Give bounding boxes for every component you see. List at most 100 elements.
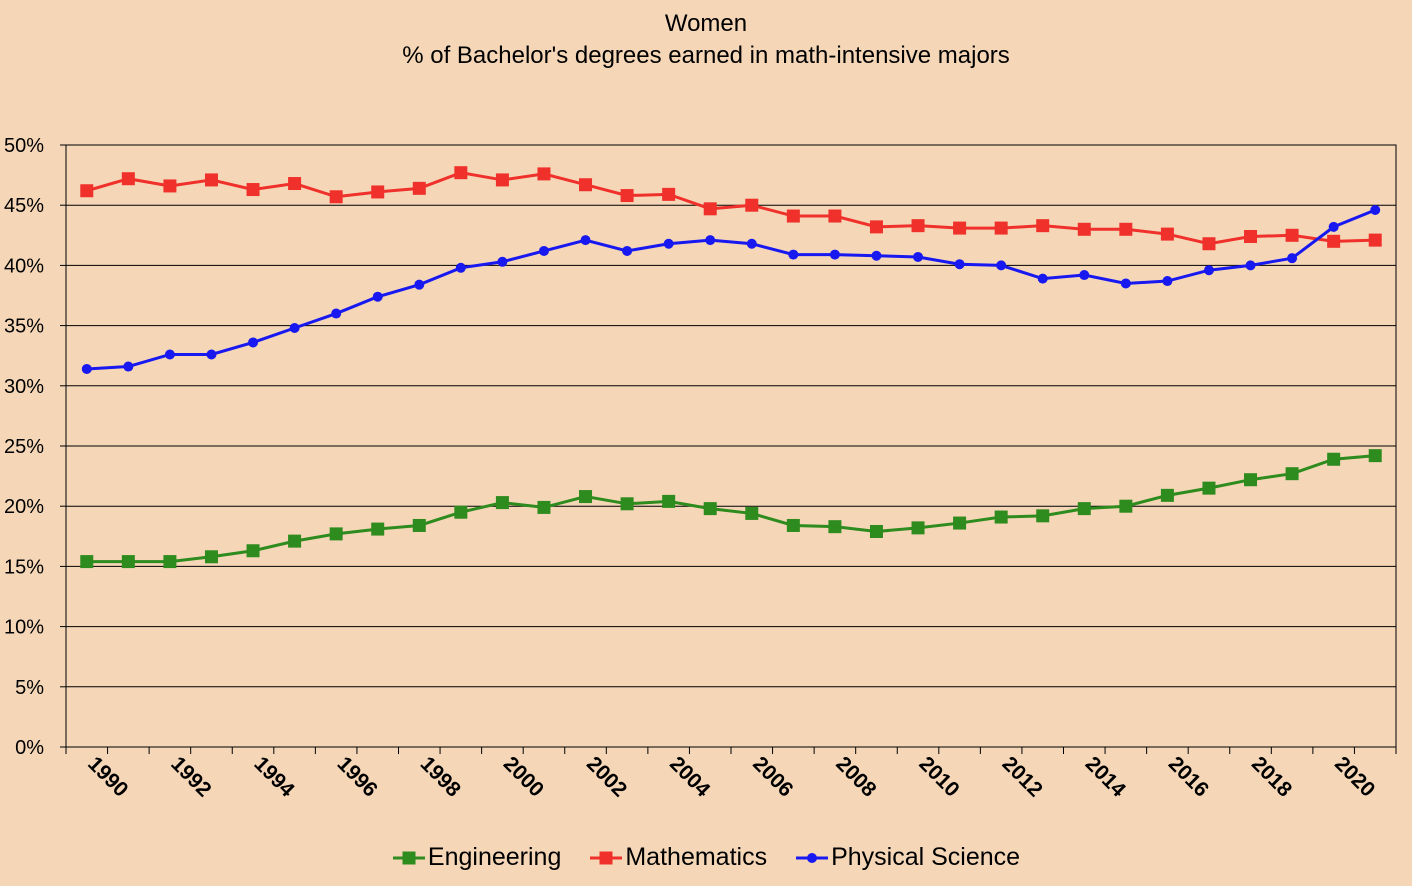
data-point-mathematics — [329, 190, 343, 204]
chart-title: Women — [664, 10, 748, 37]
legend-label: Mathematics — [625, 843, 768, 871]
data-point-physical-science — [248, 337, 259, 348]
data-point-engineering — [869, 524, 883, 538]
data-point-physical-science — [788, 249, 799, 260]
data-point-physical-science — [123, 361, 134, 372]
data-point-engineering — [662, 494, 676, 508]
data-point-mathematics — [1036, 219, 1050, 233]
x-tick-label: 2014 — [1081, 752, 1131, 802]
data-point-engineering — [1285, 467, 1299, 481]
data-point-mathematics — [1368, 233, 1382, 247]
data-point-mathematics — [994, 221, 1008, 235]
x-tick-label: 1998 — [416, 752, 466, 802]
data-point-physical-science — [1203, 265, 1214, 276]
data-point-mathematics — [288, 177, 302, 191]
data-point-engineering — [703, 502, 717, 516]
data-point-mathematics — [579, 178, 593, 192]
data-point-engineering — [1327, 452, 1341, 466]
data-point-engineering — [1202, 481, 1216, 495]
y-tick-label: 20% — [4, 496, 44, 518]
data-point-mathematics — [1119, 222, 1133, 236]
data-point-engineering — [579, 490, 593, 504]
data-point-engineering — [495, 496, 509, 510]
data-point-mathematics — [869, 220, 883, 234]
data-point-physical-science — [206, 349, 217, 360]
x-tick-label: 1992 — [166, 752, 215, 801]
legend-item-engineering: Engineering — [392, 843, 561, 872]
y-tick-label: 35% — [4, 316, 44, 338]
data-point-mathematics — [204, 173, 218, 187]
data-point-physical-science — [1328, 221, 1339, 232]
legend-item-mathematics: Mathematics — [589, 843, 767, 872]
y-tick-label: 25% — [4, 436, 44, 458]
y-tick-label: 50% — [4, 135, 44, 157]
data-point-physical-science — [829, 249, 840, 260]
data-point-mathematics — [495, 173, 509, 187]
x-tick-label: 2002 — [582, 752, 631, 801]
data-point-engineering — [911, 521, 925, 535]
data-point-mathematics — [1244, 230, 1258, 244]
data-point-engineering — [1244, 473, 1258, 487]
data-point-physical-science — [372, 291, 383, 302]
data-point-physical-science — [996, 260, 1007, 271]
data-point-physical-science — [1245, 260, 1256, 271]
data-point-physical-science — [1287, 253, 1298, 264]
y-tick-label: 15% — [4, 556, 44, 578]
data-point-physical-science — [497, 256, 508, 267]
series-line-engineering — [86, 454, 1376, 564]
legend-label: Physical Science — [831, 843, 1021, 871]
x-tick-label: 2012 — [998, 752, 1047, 801]
data-point-physical-science — [81, 363, 92, 374]
data-point-mathematics — [121, 172, 135, 186]
data-point-physical-science — [622, 245, 633, 256]
data-point-mathematics — [662, 187, 676, 201]
x-tick-label: 2010 — [914, 752, 963, 801]
chart-subtitle: % of Bachelor's degrees earned in math-i… — [402, 42, 1010, 69]
data-point-mathematics — [953, 221, 967, 235]
y-tick-label: 40% — [4, 255, 44, 277]
data-point-physical-science — [1120, 278, 1131, 289]
x-tick-label: 2008 — [831, 752, 881, 802]
data-point-physical-science — [164, 349, 175, 360]
data-point-engineering — [745, 506, 759, 520]
data-point-mathematics — [828, 209, 842, 223]
data-point-mathematics — [1160, 227, 1174, 241]
data-point-engineering — [1077, 502, 1091, 516]
legend-swatch-engineering — [392, 851, 425, 864]
data-point-engineering — [454, 505, 468, 519]
data-point-mathematics — [911, 219, 925, 233]
data-point-engineering — [163, 555, 177, 569]
data-point-engineering — [537, 500, 551, 514]
data-point-physical-science — [580, 235, 591, 246]
y-tick-label: 0% — [15, 737, 44, 759]
x-tick-label: 1996 — [333, 752, 382, 801]
data-point-physical-science — [538, 245, 549, 256]
data-point-physical-science — [414, 279, 425, 290]
y-tick-label: 10% — [4, 617, 44, 639]
data-point-engineering — [121, 555, 135, 569]
data-point-physical-science — [1079, 270, 1090, 281]
x-tick-label: 2006 — [748, 752, 797, 801]
legend-swatch-mathematics — [590, 851, 623, 864]
data-point-physical-science — [746, 238, 757, 249]
x-tick-label: 2016 — [1164, 752, 1213, 801]
data-point-engineering — [371, 522, 385, 536]
data-point-engineering — [204, 550, 218, 564]
data-point-engineering — [828, 520, 842, 534]
data-point-mathematics — [620, 189, 634, 203]
data-point-engineering — [1160, 488, 1174, 502]
data-point-engineering — [953, 516, 967, 530]
data-point-engineering — [994, 510, 1008, 524]
chart-title-block: Women % of Bachelor's degrees earned in … — [0, 8, 1412, 72]
x-tick-label: 2000 — [499, 752, 548, 801]
data-point-mathematics — [1285, 228, 1299, 242]
data-point-engineering — [246, 544, 260, 558]
y-tick-label: 30% — [4, 376, 44, 398]
data-point-mathematics — [246, 183, 260, 197]
data-point-mathematics — [454, 166, 468, 180]
data-point-engineering — [329, 527, 343, 541]
data-point-engineering — [1119, 499, 1133, 513]
data-point-engineering — [1036, 509, 1050, 523]
data-point-physical-science — [455, 262, 466, 273]
